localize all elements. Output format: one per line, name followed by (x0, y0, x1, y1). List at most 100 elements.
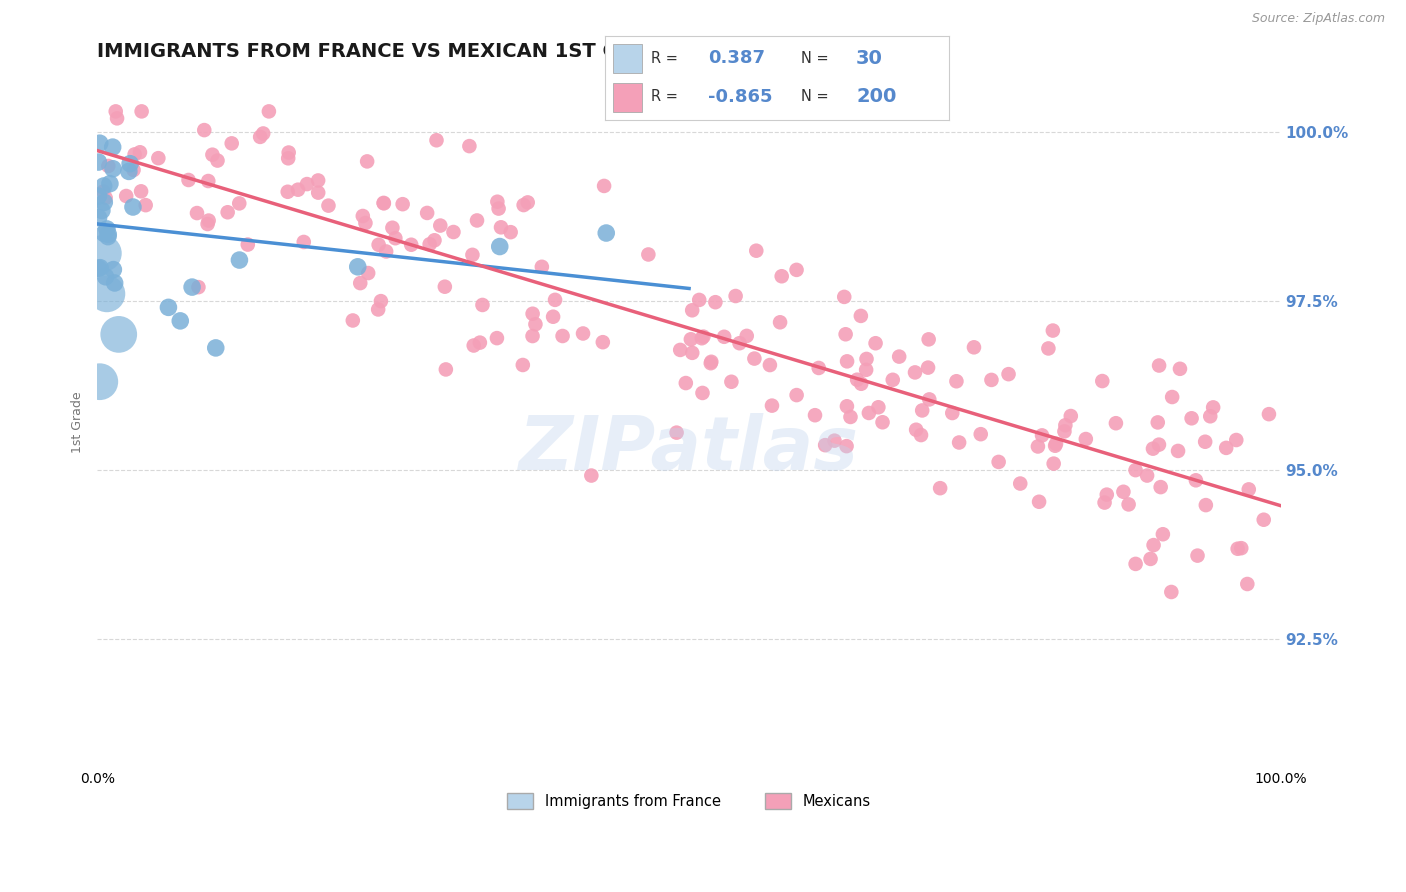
Point (522, 329, 544, 343)
Text: 200: 200 (856, 87, 897, 106)
Point (425, 133, 447, 147)
Point (97, 159, 120, 173)
Point (93, 179, 115, 194)
Point (367, 302, 389, 317)
Point (761, 399, 783, 413)
Point (1237, 483, 1260, 497)
Point (530, 260, 553, 274)
Point (704, 295, 727, 310)
Point (292, 235, 315, 249)
Point (1215, 441, 1237, 455)
Point (1042, 324, 1064, 338)
Point (1112, 484, 1135, 499)
Point (692, 329, 714, 343)
Point (1146, 416, 1168, 430)
Point (307, 186, 329, 200)
Point (581, 468, 603, 483)
Point (759, 358, 782, 372)
Point (835, 439, 858, 453)
Point (277, 185, 299, 199)
Point (207, 153, 229, 168)
Point (96, 286, 118, 301)
Point (249, 129, 271, 144)
Point (675, 376, 697, 390)
Point (217, 205, 239, 219)
Point (307, 173, 329, 187)
Point (96, 222, 118, 236)
Point (1139, 552, 1161, 566)
Point (593, 178, 616, 193)
Point (318, 199, 340, 213)
Point (786, 388, 808, 402)
Point (349, 276, 371, 290)
Point (204, 341, 226, 355)
Point (461, 248, 484, 262)
Point (681, 346, 703, 360)
Point (342, 313, 364, 327)
Point (98, 177, 121, 191)
Point (849, 309, 872, 323)
Point (187, 280, 209, 294)
Point (1152, 527, 1174, 541)
Point (917, 360, 939, 375)
Point (384, 231, 406, 245)
Point (1010, 476, 1032, 491)
Point (352, 209, 374, 223)
Point (488, 202, 510, 216)
Point (770, 269, 793, 284)
Point (700, 355, 723, 369)
Point (148, 151, 170, 165)
Point (918, 332, 941, 346)
Point (197, 174, 219, 188)
Point (963, 340, 986, 354)
Point (1118, 497, 1140, 511)
Point (679, 332, 702, 346)
Point (370, 294, 392, 309)
Point (489, 220, 512, 235)
Text: Source: ZipAtlas.com: Source: ZipAtlas.com (1251, 12, 1385, 25)
Point (1026, 440, 1049, 454)
Point (1225, 433, 1247, 447)
Point (522, 307, 544, 321)
Point (690, 331, 713, 345)
Point (90, 203, 112, 218)
Point (120, 157, 142, 171)
Point (872, 415, 894, 429)
Text: IMMIGRANTS FROM FRANCE VS MEXICAN 1ST GRADE CORRELATION CHART: IMMIGRANTS FROM FRANCE VS MEXICAN 1ST GR… (97, 42, 920, 61)
Point (595, 226, 617, 240)
Point (103, 262, 125, 277)
Point (87, 211, 110, 225)
Point (835, 354, 858, 368)
Point (1043, 439, 1066, 453)
Point (381, 220, 404, 235)
Point (572, 326, 595, 341)
Point (1136, 468, 1159, 483)
Point (1094, 495, 1116, 509)
Point (1125, 557, 1147, 571)
Point (1160, 585, 1182, 599)
Point (193, 123, 215, 137)
Point (910, 428, 932, 442)
Point (1253, 513, 1275, 527)
Point (997, 367, 1019, 381)
Point (735, 329, 758, 343)
Point (373, 195, 395, 210)
Point (1226, 541, 1249, 556)
Text: R =: R = (651, 89, 682, 104)
Point (889, 350, 911, 364)
Point (832, 290, 855, 304)
Point (1194, 434, 1216, 449)
Point (1142, 538, 1164, 552)
Point (929, 481, 952, 495)
Point (834, 327, 856, 342)
Point (720, 375, 742, 389)
Point (1091, 374, 1114, 388)
Point (177, 173, 200, 187)
Point (93, 227, 115, 241)
Point (945, 374, 967, 388)
Point (882, 373, 904, 387)
Point (118, 164, 141, 178)
Point (512, 358, 534, 372)
Point (433, 279, 456, 293)
Text: N =: N = (801, 51, 834, 66)
